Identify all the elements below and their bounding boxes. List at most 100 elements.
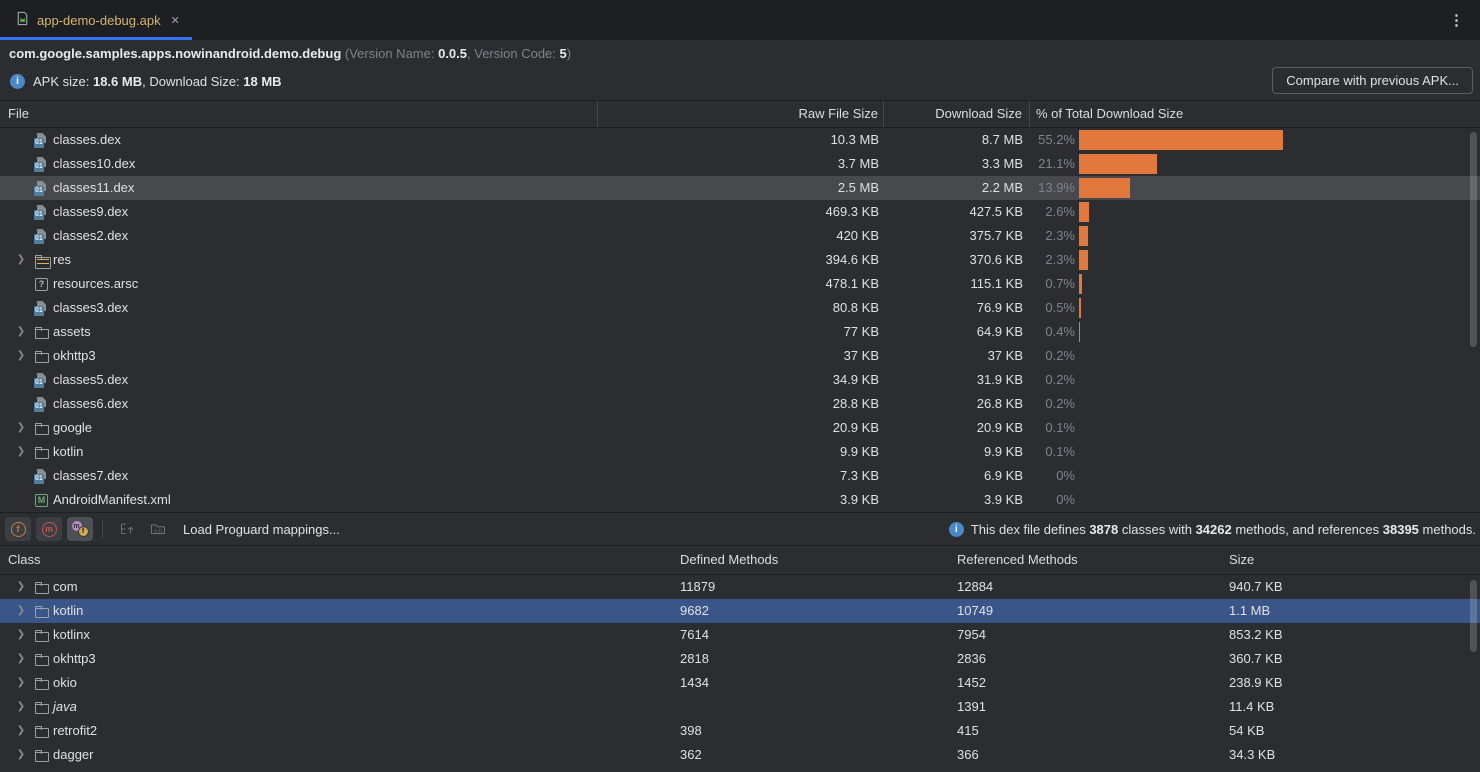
class-name-cell: ❯ okhttp3 — [0, 647, 673, 671]
expand-chevron-icon[interactable]: ❯ — [16, 581, 26, 592]
referenced-methods: 366 — [957, 747, 979, 762]
class-table-row[interactable]: ❯ com 11879 12884 940.7 KB — [0, 575, 1480, 599]
class-table-row[interactable]: ❯ java 1391 11.4 KB — [0, 695, 1480, 719]
file-table-row[interactable]: classes5.dex 34.9 KB 31.9 KB 0.2% — [0, 368, 1480, 392]
file-table-row[interactable]: classes.dex 10.3 MB 8.7 MB 55.2% — [0, 128, 1480, 152]
editor-tab-bar: app-demo-debug.apk ✕ ⋮ — [0, 0, 1480, 40]
file-table-row[interactable]: classes6.dex 28.8 KB 26.8 KB 0.2% — [0, 392, 1480, 416]
expand-chevron-icon[interactable]: ❯ — [16, 629, 26, 640]
tab-apk-analyzer[interactable]: app-demo-debug.apk ✕ — [0, 0, 192, 40]
file-table-row[interactable]: ❯ okhttp3 37 KB 37 KB 0.2% — [0, 344, 1480, 368]
file-table-row[interactable]: ❯ assets 77 KB 64.9 KB 0.4% — [0, 320, 1480, 344]
expand-chevron-icon[interactable]: ❯ — [16, 446, 26, 457]
pct-of-total-download: 0.1% — [1045, 420, 1075, 435]
deobfuscate-names-icon[interactable]: a.b — [145, 517, 171, 541]
compare-with-previous-apk-button[interactable]: Compare with previous APK... — [1272, 67, 1473, 94]
expand-chevron-icon[interactable]: ❯ — [16, 350, 26, 361]
more-options-icon[interactable]: ⋮ — [1449, 12, 1464, 29]
class-name: java — [53, 699, 77, 714]
load-proguard-mappings-button[interactable]: Load Proguard mappings... — [183, 521, 340, 537]
file-name-cell: ❯ google — [0, 416, 598, 440]
expand-chevron-icon[interactable]: ❯ — [16, 605, 26, 616]
download-size: 9.9 KB — [983, 444, 1023, 459]
class-table-body: ❯ com 11879 12884 940.7 KB ❯ kotlin 9682… — [0, 575, 1480, 767]
class-table-row[interactable]: ❯ dagger 362 366 34.3 KB — [0, 743, 1480, 767]
pct-of-total-download: 0% — [1056, 492, 1075, 507]
class-table-row[interactable]: ❯ kotlin 9682 10749 1.1 MB — [0, 599, 1480, 623]
download-share-bar — [1079, 274, 1082, 294]
expand-chevron-icon[interactable]: ❯ — [16, 749, 26, 760]
package-folder-icon — [33, 627, 49, 643]
file-table-row[interactable]: classes10.dex 3.7 MB 3.3 MB 21.1% — [0, 152, 1480, 176]
file-table-row[interactable]: ❯ kotlin 9.9 KB 9.9 KB 0.1% — [0, 440, 1480, 464]
file-table-row[interactable]: classes3.dex 80.8 KB 76.9 KB 0.5% — [0, 296, 1480, 320]
expand-chevron-icon[interactable]: ❯ — [16, 653, 26, 664]
download-size: 6.9 KB — [983, 468, 1023, 483]
defined-methods-count: 34262 — [1195, 521, 1232, 537]
expand-chevron-icon[interactable]: ❯ — [16, 725, 26, 736]
file-name-cell: classes5.dex — [0, 368, 598, 392]
version-code: 5 — [559, 46, 567, 61]
class-size: 940.7 KB — [1229, 579, 1283, 594]
download-size: 427.5 KB — [969, 204, 1024, 219]
column-header-size[interactable]: Size — [1229, 552, 1255, 567]
expand-tree-icon[interactable] — [114, 517, 140, 541]
download-size: 64.9 KB — [976, 324, 1023, 339]
file-table-row[interactable]: classes9.dex 469.3 KB 427.5 KB 2.6% — [0, 200, 1480, 224]
class-size: 360.7 KB — [1229, 651, 1283, 666]
toolbar-separator — [102, 520, 103, 538]
column-header-referenced-methods[interactable]: Referenced Methods — [957, 552, 1078, 567]
methods-icon: m — [41, 521, 57, 537]
download-size-value: 18 MB — [243, 73, 282, 89]
file-table-scrollbar[interactable] — [1470, 132, 1477, 347]
expand-chevron-icon[interactable]: ❯ — [16, 326, 26, 337]
file-table-row[interactable]: AndroidManifest.xml 3.9 KB 3.9 KB 0% — [0, 488, 1480, 512]
expand-chevron-icon[interactable]: ❯ — [16, 701, 26, 712]
file-name: classes6.dex — [53, 396, 129, 411]
class-name-cell: ❯ com — [0, 575, 673, 599]
expand-chevron-icon[interactable]: ❯ — [16, 254, 26, 265]
expand-chevron-icon[interactable]: ❯ — [16, 677, 26, 688]
referenced-methods: 10749 — [957, 603, 994, 618]
file-table-row[interactable]: classes7.dex 7.3 KB 6.9 KB 0% — [0, 464, 1480, 488]
expand-chevron-icon[interactable]: ❯ — [16, 422, 26, 433]
class-table-row[interactable]: ❯ okio 1434 1452 238.9 KB — [0, 671, 1480, 695]
download-size: 76.9 KB — [976, 300, 1023, 315]
column-header-download-size[interactable]: Download Size — [884, 101, 1030, 127]
file-table-row[interactable]: classes2.dex 420 KB 375.7 KB 2.3% — [0, 224, 1480, 248]
raw-file-size: 7.3 KB — [839, 468, 879, 483]
class-table-row[interactable]: ❯ retrofit2 398 415 54 KB — [0, 719, 1480, 743]
class-table-header: Class Defined Methods Referenced Methods… — [0, 546, 1480, 575]
class-table-row[interactable]: ❯ kotlinx 7614 7954 853.2 KB — [0, 623, 1480, 647]
class-name: retrofit2 — [53, 723, 98, 738]
file-name: res — [53, 252, 72, 267]
class-table-row[interactable]: ❯ okhttp3 2818 2836 360.7 KB — [0, 647, 1480, 671]
close-tab-icon[interactable]: ✕ — [170, 14, 180, 27]
column-header-defined-methods[interactable]: Defined Methods — [680, 552, 779, 567]
column-header-class[interactable]: Class — [8, 552, 41, 567]
show-methods-toggle[interactable]: m — [36, 517, 62, 541]
apk-size-line: i APK size: 18.6 MB, Download Size: 18 M… — [0, 66, 1480, 96]
file-name-cell: classes.dex — [0, 128, 598, 152]
column-header-raw-file-size[interactable]: Raw File Size — [598, 101, 884, 127]
file-table-row[interactable]: ❯ google 20.9 KB 20.9 KB 0.1% — [0, 416, 1480, 440]
column-header-pct-total-download[interactable]: % of Total Download Size — [1036, 106, 1184, 121]
class-table-scrollbar[interactable] — [1470, 580, 1477, 652]
file-table-row[interactable]: ❯ res 394.6 KB 370.6 KB 2.3% — [0, 248, 1480, 272]
file-table-row[interactable]: resources.arsc 478.1 KB 115.1 KB 0.7% — [0, 272, 1480, 296]
file-name: classes9.dex — [53, 204, 129, 219]
folder-res-icon — [33, 252, 51, 269]
file-name-cell: classes9.dex — [0, 200, 598, 224]
show-fields-toggle[interactable]: f — [5, 517, 31, 541]
file-table-body: classes.dex 10.3 MB 8.7 MB 55.2% classes… — [0, 128, 1480, 512]
class-name-cell: ❯ kotlinx — [0, 623, 673, 647]
column-header-file[interactable]: File — [0, 101, 598, 127]
file-table-row[interactable]: classes11.dex 2.5 MB 2.2 MB 13.9% — [0, 176, 1480, 200]
pct-of-total-download: 0.2% — [1045, 348, 1075, 363]
apk-summary-header: com.google.samples.apps.nowinandroid.dem… — [0, 40, 1480, 100]
file-name-cell: classes6.dex — [0, 392, 598, 416]
